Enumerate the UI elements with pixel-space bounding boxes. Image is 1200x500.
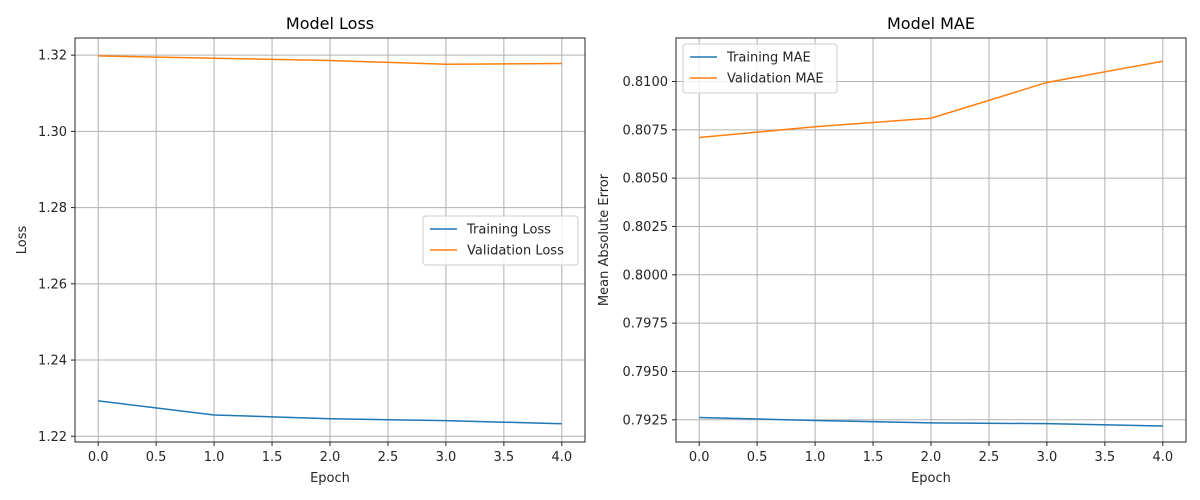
- y-tick-label: 0.8025: [623, 220, 669, 235]
- y-axis-label: Mean Absolute Error: [597, 173, 612, 306]
- y-tick-label: 1.28: [38, 201, 67, 216]
- x-tick-label: 0.5: [747, 450, 768, 465]
- series-line-training-loss: [98, 400, 562, 425]
- x-tick-label: 2.0: [921, 450, 942, 465]
- y-tick-label: 1.26: [38, 277, 67, 292]
- legend-label: Training Loss: [466, 223, 551, 238]
- chart-title: Model MAE: [887, 14, 975, 33]
- y-tick-label: 0.8075: [623, 123, 669, 138]
- x-axis-label: Epoch: [310, 471, 350, 486]
- chart-title: Model Loss: [286, 14, 374, 33]
- x-tick-label: 2.5: [979, 450, 1000, 465]
- x-tick-label: 1.0: [805, 450, 826, 465]
- series-line-validation-loss: [98, 55, 562, 66]
- y-tick-label: 0.8000: [623, 268, 669, 283]
- chart-0: 0.0 0.5 1.0 1.5 2.0 2.5 3.0 3.5 4.0 1.22 1.24 1.26 1…: [15, 14, 586, 486]
- legend: Training Loss Validation Loss: [422, 215, 579, 266]
- x-tick-label: 3.5: [1095, 450, 1116, 465]
- x-tick-label: 1.5: [262, 450, 283, 465]
- y-tick-label: 1.32: [38, 49, 67, 64]
- x-tick-label: 0.0: [88, 450, 109, 465]
- y-tick-label: 0.7950: [623, 365, 669, 380]
- legend-box: [682, 43, 838, 94]
- x-tick-label: 0.5: [146, 450, 167, 465]
- y-tick-label: 1.24: [38, 354, 67, 369]
- x-axis-label: Epoch: [911, 471, 951, 486]
- x-tick-label: 1.5: [863, 450, 884, 465]
- legend-label: Validation MAE: [727, 72, 824, 87]
- x-tick-label: 2.5: [378, 450, 399, 465]
- legend-label: Validation Loss: [467, 244, 564, 259]
- x-tick-label: 0.0: [689, 450, 710, 465]
- x-tick-label: 1.0: [204, 450, 225, 465]
- x-tick-label: 2.0: [320, 450, 341, 465]
- y-axis-label: Loss: [15, 226, 30, 255]
- legend-label: Training MAE: [726, 51, 811, 66]
- y-tick-label: 1.22: [38, 430, 67, 445]
- x-tick-label: 3.0: [1037, 450, 1058, 465]
- x-tick-label: 4.0: [551, 450, 572, 465]
- y-tick-label: 0.8100: [623, 75, 669, 90]
- legend-box: [422, 215, 579, 266]
- legend: Training MAE Validation MAE: [682, 43, 838, 94]
- series-line-validation-mae: [699, 60, 1163, 139]
- y-tick-label: 0.8050: [623, 172, 669, 187]
- x-tick-label: 4.0: [1152, 450, 1173, 465]
- series-line-training-mae: [699, 416, 1163, 427]
- x-tick-label: 3.0: [436, 450, 457, 465]
- x-tick-label: 3.5: [494, 450, 515, 465]
- y-tick-label: 0.7925: [623, 413, 669, 428]
- chart-1: 0.0 0.5 1.0 1.5 2.0 2.5 3.0 3.5 4.0 0.7925 0.7950 0…: [597, 14, 1187, 486]
- y-tick-label: 0.7975: [623, 317, 669, 332]
- y-tick-label: 1.30: [38, 125, 67, 140]
